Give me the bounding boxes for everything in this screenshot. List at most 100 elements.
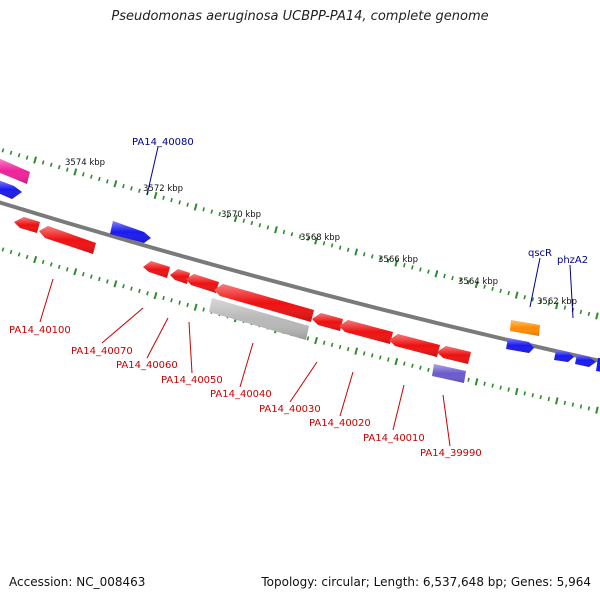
- tick-mark: [491, 383, 494, 388]
- tick-mark: [113, 180, 118, 188]
- tick-mark: [17, 153, 21, 158]
- tick-mark: [17, 252, 21, 257]
- tick-mark: [338, 245, 342, 250]
- tick-mark: [41, 259, 45, 265]
- label-PA14_40100[interactable]: PA14_40100: [9, 325, 71, 336]
- tick-mark: [411, 363, 414, 368]
- gene-phzA2[interactable]: [575, 354, 596, 367]
- label-PA14_39990[interactable]: PA14_39990: [420, 448, 482, 459]
- leader-PA14_40030: [289, 361, 318, 403]
- tick-mark: [162, 295, 165, 301]
- tick-mark: [274, 226, 278, 234]
- tick-mark: [587, 311, 591, 316]
- label-phzA2[interactable]: phzA2: [557, 255, 588, 266]
- label-PA14_40020[interactable]: PA14_40020: [309, 418, 371, 429]
- gene-forward-left-edge[interactable]: [0, 180, 22, 199]
- gene-PA14_39990[interactable]: [432, 364, 466, 383]
- tick-mark: [459, 278, 462, 283]
- gene-PA14_40080[interactable]: [110, 221, 151, 243]
- gene-PA14_40020[interactable]: [339, 320, 393, 344]
- gene-grey[interactable]: [209, 298, 309, 340]
- gene-forward-right-4[interactable]: [596, 358, 600, 372]
- tick-mark: [266, 225, 270, 230]
- tick-mark: [233, 214, 238, 223]
- label-PA14_40040[interactable]: PA14_40040: [210, 389, 272, 400]
- tick-mark: [186, 302, 189, 308]
- tick-mark: [25, 254, 29, 260]
- tick-mark: [427, 269, 430, 274]
- gene-reverse-40000[interactable]: [437, 346, 471, 364]
- tick-mark: [218, 211, 222, 217]
- tick-mark: [483, 284, 486, 289]
- tick-mark: [170, 298, 173, 303]
- tick-mark: [346, 247, 350, 253]
- tick-mark: [242, 218, 246, 223]
- tick-mark: [499, 385, 502, 390]
- tick-mark: [106, 279, 109, 284]
- label-PA14_40030[interactable]: PA14_40030: [259, 404, 321, 415]
- tick-mark: [106, 179, 109, 184]
- gene-PA14_40060[interactable]: [170, 269, 190, 284]
- label-PA14_40060[interactable]: PA14_40060: [116, 360, 178, 371]
- label-qscR[interactable]: qscR: [528, 248, 552, 259]
- gene-PA14_40030[interactable]: [312, 313, 343, 331]
- tick-mark: [403, 262, 406, 268]
- tick-mark: [547, 396, 551, 402]
- tick-mark: [507, 290, 510, 296]
- tick-mark: [427, 367, 430, 372]
- tick-mark: [226, 213, 230, 219]
- tick-mark: [330, 342, 334, 347]
- gene-PA14_40100[interactable]: [14, 217, 40, 233]
- tick-mark: [467, 280, 470, 285]
- tick-mark: [579, 404, 583, 409]
- tick-mark: [306, 336, 310, 341]
- tick-mark: [531, 297, 535, 302]
- tick-mark: [483, 381, 486, 386]
- tick-mark: [49, 262, 53, 267]
- tick-mark: [474, 378, 479, 386]
- gene-PA14_40040[interactable]: [214, 284, 314, 322]
- gene-forward-right-2[interactable]: [554, 350, 574, 362]
- label-PA14_40070[interactable]: PA14_40070: [71, 346, 133, 357]
- gene-PA14_40010[interactable]: [389, 334, 440, 357]
- gene-PA14_40070[interactable]: [143, 261, 170, 278]
- tick-mark: [1, 148, 5, 153]
- tick-mark: [514, 387, 519, 396]
- tick-mark: [354, 248, 359, 256]
- gene-reverse-40090[interactable]: [39, 226, 96, 254]
- tick-mark: [178, 200, 181, 205]
- tick-mark: [547, 301, 551, 306]
- tick-mark: [514, 291, 519, 299]
- tick-mark: [282, 229, 286, 235]
- gene-forward-right-1[interactable]: [506, 338, 534, 353]
- tick-mark: [178, 300, 181, 305]
- tick-mark: [146, 291, 149, 296]
- tick-mark: [387, 357, 390, 362]
- tick-mark: [379, 355, 382, 360]
- gene-qscR[interactable]: [510, 320, 540, 336]
- tick-mark: [394, 259, 399, 267]
- tick-mark: [419, 267, 422, 272]
- tick-mark: [73, 268, 78, 276]
- tick-mark: [89, 274, 93, 279]
- scale-label-3562: 3562 kbp: [537, 297, 577, 307]
- gene-PA14_40050[interactable]: [186, 274, 219, 293]
- scale-label-3574: 3574 kbp: [65, 158, 105, 168]
- tick-mark: [9, 150, 13, 155]
- label-PA14_40010[interactable]: PA14_40010: [363, 433, 425, 444]
- gene-magenta[interactable]: [0, 158, 30, 184]
- tick-mark: [210, 209, 214, 214]
- label-PA14_40080[interactable]: PA14_40080: [132, 137, 194, 148]
- tick-mark: [98, 276, 101, 282]
- tick-mark: [290, 232, 294, 237]
- tick-mark: [523, 391, 526, 396]
- label-PA14_40050[interactable]: PA14_40050: [161, 375, 223, 386]
- tick-mark: [370, 353, 374, 358]
- tick-mark: [499, 288, 502, 294]
- tick-mark: [346, 346, 350, 352]
- tick-mark: [25, 155, 29, 160]
- leader-PA14_40060: [146, 317, 169, 359]
- tick-mark: [322, 340, 326, 345]
- scale-label-3568: 3568 kbp: [300, 233, 340, 243]
